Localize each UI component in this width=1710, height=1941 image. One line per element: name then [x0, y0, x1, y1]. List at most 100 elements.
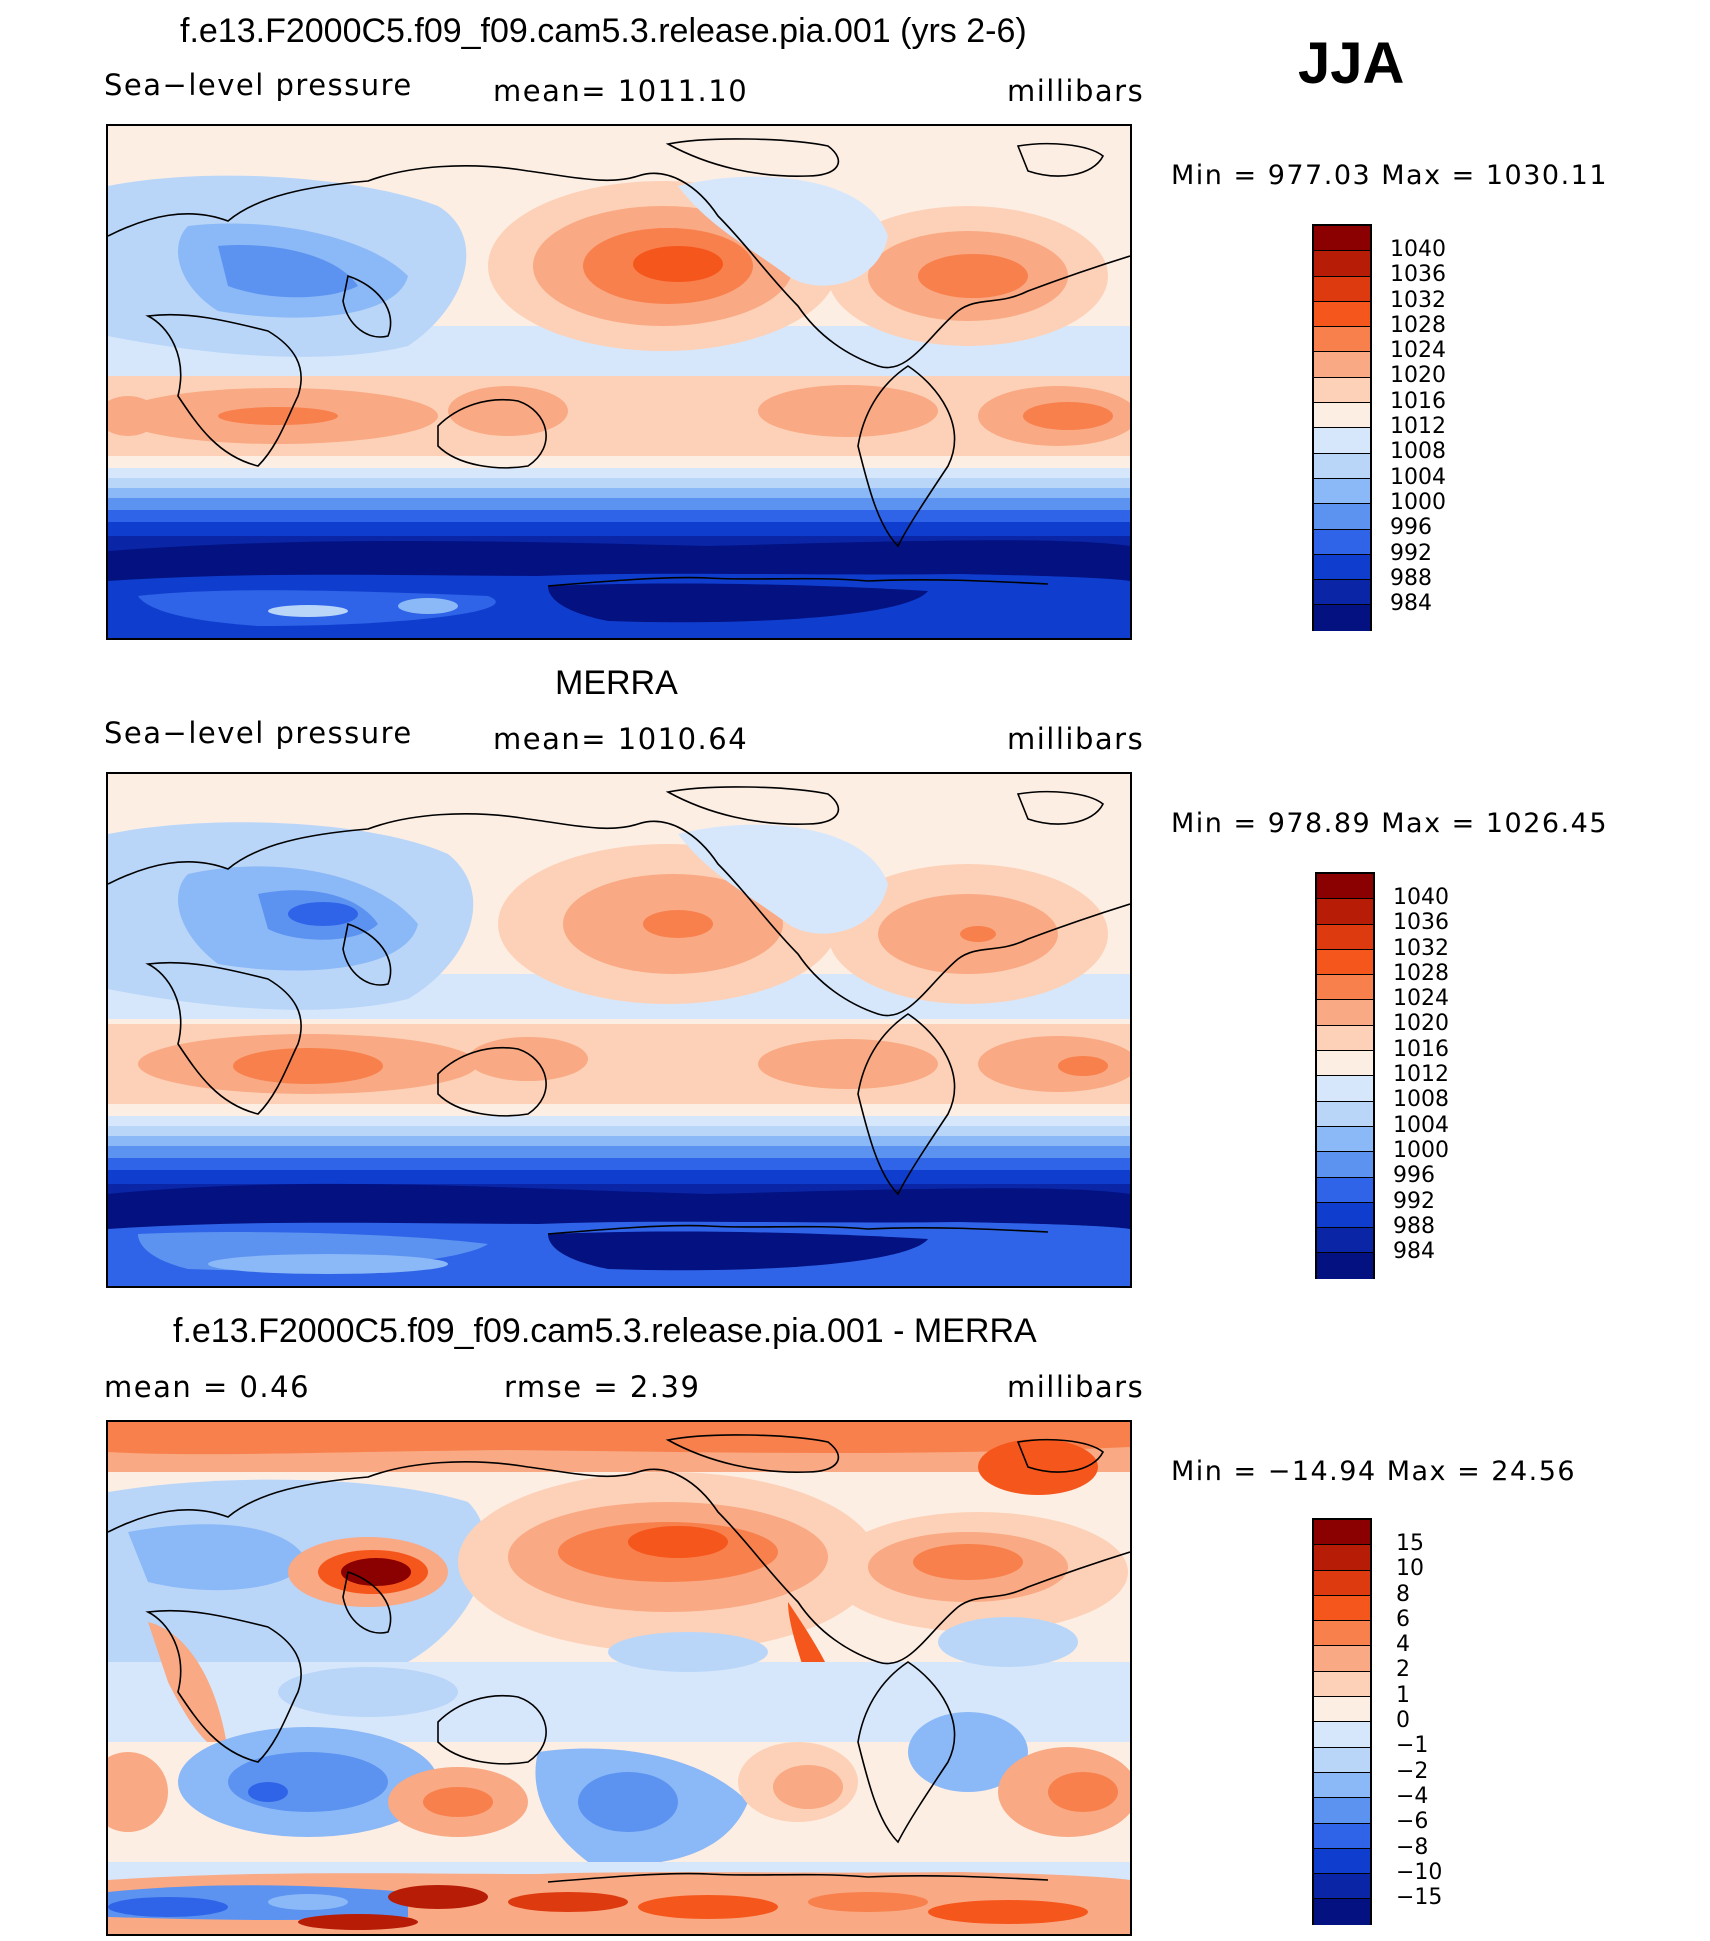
colorbar-tick-label: 1024	[1393, 986, 1449, 1012]
colorbar-tick-label: 1016	[1393, 1036, 1449, 1062]
colorbar-swatch	[1314, 251, 1370, 277]
colorbar-tick-label: −15	[1396, 1885, 1443, 1911]
colorbar-tick-label: 1036	[1390, 262, 1446, 288]
colorbar-swatch	[1314, 1520, 1370, 1546]
panel-3-colorbar-labels: 15 10 8 6 4 2 1 0 −1 −2 −4 −6 −8 −10 −15	[1396, 1531, 1442, 1910]
colorbar-tick-label: 1012	[1390, 414, 1446, 440]
colorbar-swatch	[1314, 1772, 1370, 1799]
panel-3-units-label: millibars	[1007, 1370, 1145, 1404]
panel-1-units-label: millibars	[1007, 74, 1145, 108]
panel-2-colorbar	[1315, 872, 1375, 1279]
colorbar-swatch	[1317, 1101, 1373, 1127]
colorbar-tick-label: 15	[1396, 1531, 1424, 1556]
colorbar-swatch	[1314, 301, 1370, 328]
season-label: JJA	[1298, 31, 1405, 96]
colorbar-tick-label: 6	[1396, 1606, 1410, 1632]
panel-3-mean-label: mean = 0.46	[104, 1370, 311, 1404]
colorbar-swatch	[1314, 1671, 1370, 1698]
colorbar-swatch	[1317, 874, 1373, 900]
colorbar-swatch	[1314, 1848, 1370, 1875]
panel-3-minmax: Min = −14.94 Max = 24.56	[1171, 1456, 1577, 1487]
colorbar-swatch	[1314, 1697, 1370, 1723]
colorbar-tick-label: −1	[1396, 1733, 1429, 1759]
colorbar-swatch	[1314, 554, 1370, 581]
colorbar-tick-label: −4	[1396, 1783, 1429, 1809]
colorbar-tick-label: 1028	[1393, 960, 1449, 986]
panel-2-map	[106, 772, 1132, 1288]
colorbar-tick-label: −2	[1396, 1758, 1429, 1784]
colorbar-tick-label: 1000	[1390, 489, 1446, 515]
colorbar-swatch	[1314, 529, 1370, 555]
colorbar-swatch	[1317, 1152, 1373, 1178]
panel-1-minmax: Min = 977.03 Max = 1030.11	[1171, 160, 1609, 191]
colorbar-tick-label: 992	[1390, 540, 1432, 566]
colorbar-swatch	[1314, 580, 1370, 606]
colorbar-swatch	[1314, 1874, 1370, 1900]
colorbar-swatch	[1314, 478, 1370, 505]
colorbar-tick-label: 1028	[1390, 312, 1446, 338]
colorbar-swatch	[1314, 403, 1370, 429]
colorbar-tick-label: 988	[1390, 565, 1432, 591]
colorbar-swatch	[1314, 1595, 1370, 1622]
colorbar-swatch	[1314, 605, 1370, 631]
panel-2-colorbar-labels: 1040 1036 1032 1028 1024 1020 1016 1012 …	[1393, 885, 1449, 1264]
colorbar-swatch	[1314, 327, 1370, 353]
panel-3-colorbar	[1312, 1518, 1372, 1925]
panel-1-colorbar-labels: 1040 1036 1032 1028 1024 1020 1016 1012 …	[1390, 237, 1446, 616]
colorbar-tick-label: 1000	[1393, 1137, 1449, 1163]
colorbar-tick-label: 1032	[1393, 935, 1449, 961]
panel-2-minmax: Min = 978.89 Max = 1026.45	[1171, 808, 1609, 839]
colorbar-tick-label: 984	[1390, 591, 1432, 617]
colorbar-swatch	[1314, 504, 1370, 530]
panel-2-title: MERRA	[555, 664, 678, 702]
colorbar-tick-label: 1020	[1390, 363, 1446, 389]
panel-3-title: f.e13.F2000C5.f09_f09.cam5.3.release.pia…	[173, 1312, 1037, 1350]
colorbar-swatch	[1314, 1798, 1370, 1824]
colorbar-tick-label: 1024	[1390, 338, 1446, 364]
colorbar-tick-label: −10	[1396, 1859, 1443, 1885]
colorbar-swatch	[1317, 1253, 1373, 1279]
colorbar-swatch	[1317, 1000, 1373, 1026]
colorbar-tick-label: 1040	[1393, 885, 1449, 910]
colorbar-tick-label: 1004	[1393, 1112, 1449, 1138]
colorbar-swatch	[1314, 1646, 1370, 1672]
colorbar-tick-label: 4	[1396, 1632, 1410, 1658]
panel-2-slp-field	[108, 774, 1130, 1286]
colorbar-tick-label: 1040	[1390, 237, 1446, 262]
panel-1-variable-label: Sea−level pressure	[104, 68, 413, 102]
panel-1-colorbar	[1312, 224, 1372, 631]
colorbar-tick-label: 1012	[1393, 1062, 1449, 1088]
colorbar-tick-label: 2	[1396, 1657, 1410, 1683]
panel-2-variable-label: Sea−level pressure	[104, 716, 413, 750]
colorbar-swatch	[1314, 1545, 1370, 1571]
colorbar-swatch	[1317, 1076, 1373, 1102]
panel-1-title: f.e13.F2000C5.f09_f09.cam5.3.release.pia…	[180, 12, 1027, 50]
panel-1-slp-field	[108, 126, 1130, 638]
colorbar-tick-label: 1036	[1393, 910, 1449, 936]
colorbar-tick-label: 996	[1390, 515, 1432, 541]
colorbar-tick-label: 1016	[1390, 388, 1446, 414]
colorbar-tick-label: 1004	[1390, 464, 1446, 490]
colorbar-swatch	[1317, 1177, 1373, 1203]
colorbar-tick-label: 1	[1396, 1682, 1410, 1708]
colorbar-tick-label: 0	[1396, 1708, 1410, 1734]
colorbar-swatch	[1314, 428, 1370, 454]
colorbar-swatch	[1317, 899, 1373, 925]
panel-2-mean-label: mean= 1010.64	[493, 722, 749, 756]
colorbar-tick-label: 988	[1393, 1213, 1435, 1239]
colorbar-tick-label: 1032	[1390, 287, 1446, 313]
panel-2-units-label: millibars	[1007, 722, 1145, 756]
panel-1-map	[106, 124, 1132, 640]
colorbar-swatch	[1317, 1126, 1373, 1153]
panel-1-mean-label: mean= 1011.10	[493, 74, 749, 108]
colorbar-swatch	[1317, 1051, 1373, 1077]
panel-3-rmse-label: rmse = 2.39	[504, 1370, 701, 1404]
colorbar-tick-label: 992	[1393, 1188, 1435, 1214]
colorbar-swatch	[1314, 276, 1370, 302]
panel-3-map	[106, 1420, 1132, 1936]
colorbar-tick-label: −6	[1396, 1809, 1429, 1835]
colorbar-tick-label: 10	[1396, 1556, 1424, 1582]
colorbar-swatch	[1314, 1621, 1370, 1647]
colorbar-swatch	[1314, 352, 1370, 378]
colorbar-swatch	[1317, 975, 1373, 1001]
